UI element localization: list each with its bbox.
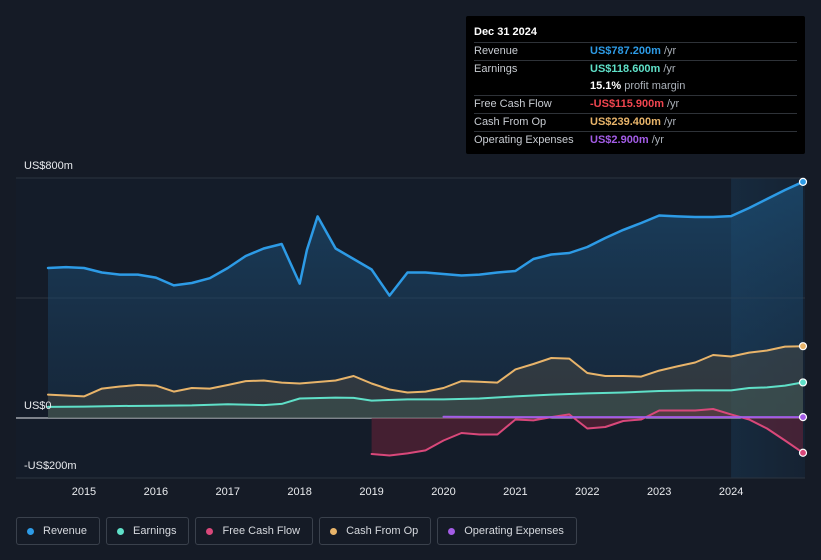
data-tooltip: Dec 31 2024 Revenue US$787.200m /yr Earn… bbox=[466, 16, 805, 154]
x-tick-label-2022: 2022 bbox=[575, 486, 599, 498]
tooltip-value-margin: 15.1% bbox=[590, 80, 622, 92]
tooltip-label-fcf: Free Cash Flow bbox=[474, 98, 552, 110]
y-tick-label-zero: US$0 bbox=[24, 400, 52, 412]
line-earnings bbox=[47, 381, 804, 408]
tooltip-label-cfo: Cash From Op bbox=[474, 116, 547, 128]
y-tick-label-bottom: -US$200m bbox=[24, 460, 77, 472]
x-tick-label-2018: 2018 bbox=[287, 486, 311, 498]
line-revenue bbox=[46, 180, 805, 297]
legend-item-fcf[interactable]: Free Cash Flow bbox=[195, 517, 314, 545]
legend-dot-icon bbox=[448, 527, 456, 535]
tooltip-date: Dec 31 2024 bbox=[474, 26, 537, 38]
tooltip-row-margin: 15.1% profit margin bbox=[474, 78, 797, 95]
legend-dot-icon bbox=[206, 527, 214, 535]
tooltip-unit-revenue: /yr bbox=[663, 45, 677, 57]
tooltip-label-revenue: Revenue bbox=[474, 45, 519, 57]
x-tick-label-2024: 2024 bbox=[719, 486, 743, 498]
line-fcf bbox=[370, 408, 804, 457]
tooltip-row-opex: Operating Expenses US$2.900m /yr bbox=[474, 131, 797, 149]
tooltip-label-opex: Operating Expenses bbox=[474, 134, 574, 146]
x-tick-label-2017: 2017 bbox=[216, 486, 240, 498]
line-cfo bbox=[47, 345, 804, 398]
tooltip-value-revenue: US$787.200m bbox=[590, 45, 661, 57]
legend-item-revenue[interactable]: Revenue bbox=[16, 517, 101, 545]
tooltip-value-cfo: US$239.400m bbox=[590, 116, 661, 128]
end-point-earnings bbox=[798, 378, 808, 387]
tooltip-value-opex: US$2.900m bbox=[590, 134, 649, 146]
tooltip-row-cfo: Cash From Op US$239.400m /yr bbox=[474, 113, 797, 131]
end-point-fcf bbox=[798, 448, 808, 457]
tooltip-value-fcf: -US$115.900m bbox=[590, 98, 664, 110]
x-tick-label-2019: 2019 bbox=[359, 486, 383, 498]
tooltip-unit-earnings: /yr bbox=[663, 63, 676, 75]
end-point-cfo bbox=[798, 342, 808, 351]
tooltip-row-revenue: Revenue US$787.200m /yr bbox=[474, 42, 797, 60]
tooltip-text-margin: profit margin bbox=[624, 80, 686, 92]
legend-label-revenue: Revenue bbox=[43, 525, 88, 537]
x-tick-label-2015: 2015 bbox=[72, 486, 96, 498]
legend-label-cfo: Cash From Op bbox=[346, 525, 419, 537]
x-tick-label-2016: 2016 bbox=[144, 486, 168, 498]
tooltip-unit-fcf: /yr bbox=[667, 98, 680, 110]
legend-item-cfo[interactable]: Cash From Op bbox=[319, 517, 432, 545]
x-tick-label-2020: 2020 bbox=[431, 486, 455, 498]
legend-label-opex: Operating Expenses bbox=[464, 525, 564, 537]
tooltip-unit-opex: /yr bbox=[651, 134, 664, 146]
legend-item-earnings[interactable]: Earnings bbox=[106, 517, 190, 545]
legend-label-fcf: Free Cash Flow bbox=[222, 525, 301, 537]
chart-legend: Revenue Earnings Free Cash Flow Cash Fro… bbox=[16, 517, 577, 545]
legend-dot-icon bbox=[27, 527, 34, 535]
tooltip-label-earnings: Earnings bbox=[474, 63, 518, 75]
tooltip-value-earnings: US$118.600m bbox=[590, 63, 661, 75]
legend-dot-icon bbox=[330, 527, 338, 535]
x-tick-label-2021: 2021 bbox=[503, 486, 527, 498]
tooltip-unit-cfo: /yr bbox=[663, 116, 677, 128]
legend-item-opex[interactable]: Operating Expenses bbox=[437, 517, 577, 545]
end-point-opex bbox=[798, 413, 808, 422]
end-point-revenue bbox=[798, 177, 808, 186]
y-tick-label-top: US$800m bbox=[24, 160, 73, 172]
tooltip-row-earnings: Earnings US$118.600m /yr bbox=[474, 60, 797, 78]
area-fcf bbox=[371, 409, 803, 456]
area-cfo bbox=[48, 346, 803, 418]
tooltip-row-fcf: Free Cash Flow -US$115.900m /yr bbox=[474, 95, 797, 113]
area-revenue bbox=[48, 181, 803, 418]
legend-label-earnings: Earnings bbox=[133, 525, 177, 537]
x-tick-label-2023: 2023 bbox=[647, 486, 671, 498]
legend-dot-icon bbox=[117, 527, 125, 535]
